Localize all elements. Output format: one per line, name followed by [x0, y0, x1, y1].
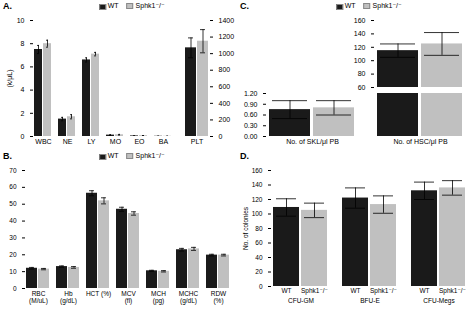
svg-text:8: 8 [21, 40, 25, 47]
svg-text:600: 600 [219, 83, 231, 90]
svg-text:0: 0 [13, 285, 17, 292]
svg-text:Sphk1⁻/⁻: Sphk1⁻/⁻ [301, 287, 328, 295]
svg-text:0: 0 [259, 283, 263, 290]
svg-text:800: 800 [219, 66, 231, 73]
svg-text:160: 160 [354, 17, 366, 24]
svg-text:PLT: PLT [191, 138, 204, 145]
html-text:Sphk1⁻/⁻: Sphk1⁻/⁻ [135, 152, 165, 159]
svg-text:0: 0 [219, 133, 223, 140]
svg-text:NE: NE [63, 138, 73, 145]
svg-text:0.60: 0.60 [244, 111, 258, 118]
svg-text:Sphk1⁻/⁻: Sphk1⁻/⁻ [370, 287, 397, 295]
svg-text:40: 40 [9, 217, 17, 224]
svg-text:80: 80 [358, 70, 366, 77]
html-text:C.: C. [240, 1, 249, 11]
svg-text:0.90: 0.90 [244, 100, 258, 107]
svg-text:400: 400 [219, 100, 231, 107]
html-text:Sphk1⁻/⁻: Sphk1⁻/⁻ [372, 2, 402, 9]
svg-text:WT: WT [350, 287, 360, 294]
svg-text:LY: LY [87, 138, 95, 145]
svg-text:0.30: 0.30 [244, 122, 258, 129]
svg-text:160: 160 [252, 167, 263, 174]
svg-text:BFU-E: BFU-E [360, 297, 380, 304]
svg-text:30: 30 [9, 234, 17, 241]
svg-text:HCT (%): HCT (%) [86, 290, 111, 298]
svg-text:CFU-Megs: CFU-Megs [423, 297, 455, 305]
svg-text:RBC(M/uL): RBC(M/uL) [29, 290, 48, 305]
svg-text:MCH(pg): MCH(pg) [151, 290, 166, 305]
svg-text:WBC: WBC [35, 138, 51, 145]
svg-text:Sphk1⁻/⁻: Sphk1⁻/⁻ [439, 287, 466, 295]
svg-text:100: 100 [252, 210, 263, 217]
svg-text:10: 10 [17, 17, 25, 24]
svg-text:200: 200 [219, 116, 231, 123]
svg-text:1000: 1000 [219, 50, 235, 57]
svg-text:WT: WT [419, 287, 429, 294]
html-text:A.: A. [3, 1, 12, 11]
html-text:B.: B. [3, 151, 12, 161]
svg-text:MO: MO [110, 138, 122, 145]
svg-text:100: 100 [354, 57, 366, 64]
svg-text:BA: BA [159, 138, 169, 145]
svg-text:1400: 1400 [219, 17, 235, 24]
html-text:WT: WT [107, 2, 119, 10]
html-text:WT: WT [107, 152, 119, 160]
svg-text:1.20: 1.20 [244, 90, 258, 97]
html-text:WT: WT [344, 2, 356, 10]
svg-text:Hb(g/dL): Hb(g/dL) [60, 290, 77, 305]
svg-text:(k/μL): (k/μL) [6, 69, 14, 87]
svg-text:40: 40 [255, 254, 263, 261]
svg-text:WT: WT [281, 287, 291, 294]
svg-text:EO: EO [134, 138, 145, 145]
svg-text:80: 80 [255, 225, 263, 232]
svg-text:No. of SKL/μl PB: No. of SKL/μl PB [286, 138, 339, 146]
svg-text:4: 4 [21, 86, 25, 93]
svg-text:70: 70 [9, 167, 17, 174]
html-text:D.: D. [240, 151, 249, 161]
svg-text:CFU-GM: CFU-GM [288, 297, 314, 304]
svg-text:No. of HSC/μl PB: No. of HSC/μl PB [393, 138, 448, 146]
svg-text:50: 50 [9, 200, 17, 207]
svg-text:20: 20 [9, 251, 17, 258]
svg-text:1200: 1200 [219, 33, 235, 40]
svg-text:No. of colonies: No. of colonies [242, 206, 249, 250]
svg-text:MCV(fl): MCV(fl) [121, 290, 136, 305]
svg-text:0: 0 [21, 133, 25, 140]
svg-text:MCHC(g/dL): MCHC(g/dL) [179, 290, 199, 305]
svg-text:120: 120 [252, 196, 263, 203]
svg-text:20: 20 [255, 268, 263, 275]
html-text:Sphk1⁻/⁻: Sphk1⁻/⁻ [135, 2, 165, 9]
svg-text:0.00: 0.00 [244, 133, 258, 140]
svg-text:2: 2 [21, 110, 25, 117]
svg-text:6: 6 [21, 63, 25, 70]
svg-text:60: 60 [255, 239, 263, 246]
svg-text:10: 10 [9, 268, 17, 275]
svg-text:60: 60 [9, 183, 17, 190]
svg-text:140: 140 [252, 181, 263, 188]
svg-text:140: 140 [354, 30, 366, 37]
svg-text:RDW(%): RDW(%) [211, 290, 227, 305]
svg-text:120: 120 [354, 44, 366, 51]
